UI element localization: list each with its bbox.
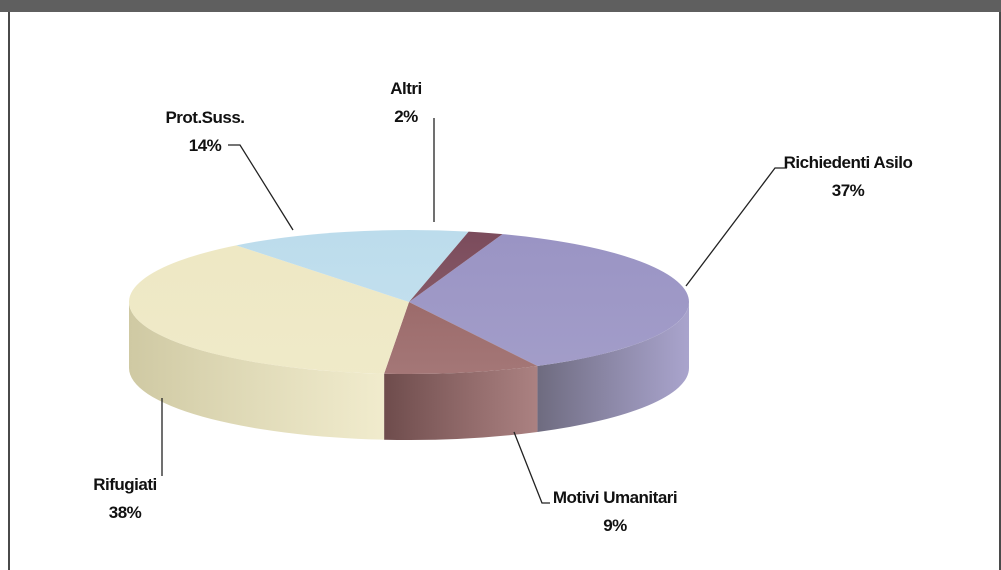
- pie-tops: [129, 230, 689, 375]
- pie-slice-prot-suss: [236, 230, 469, 302]
- label-motivi-umanitari: Motivi Umanitari: [553, 488, 677, 507]
- pie-slice-richiedenti-asilo: [409, 234, 689, 366]
- pie-sides: [129, 302, 689, 441]
- percent-altri: 2%: [394, 107, 418, 126]
- percent-prot-suss: 14%: [189, 136, 222, 155]
- pie-slice-rifugiati: [129, 245, 410, 374]
- pie-side-rifugiati: [129, 302, 385, 440]
- label-prot-suss: Prot.Suss.: [165, 108, 244, 127]
- pie-side-motivi-umanitari: [384, 365, 538, 441]
- label-altri: Altri: [390, 79, 422, 98]
- leader-line-prot-suss: [228, 144, 294, 231]
- percent-rifugiati: 38%: [109, 503, 142, 522]
- percent-motivi-umanitari: 9%: [603, 516, 627, 535]
- top-rule: [0, 0, 1001, 12]
- percent-richiedenti-asilo: 37%: [832, 181, 865, 200]
- leader-line-motivi-umanitari: [513, 431, 550, 504]
- label-rifugiati: Rifugiati: [93, 475, 157, 494]
- pie-side-richiedenti-asilo: [537, 302, 689, 432]
- pie-slice-altri: [409, 231, 503, 302]
- label-richiedenti-asilo: Richiedenti Asilo: [784, 153, 913, 172]
- leader-line-richiedenti-asilo: [685, 167, 787, 287]
- plot-border: [8, 12, 1001, 570]
- pie-labels: Richiedenti Asilo 37% Motivi Umanitari 9% Ri…: [93, 79, 913, 535]
- pie-slice-motivi-umanitari: [384, 302, 538, 375]
